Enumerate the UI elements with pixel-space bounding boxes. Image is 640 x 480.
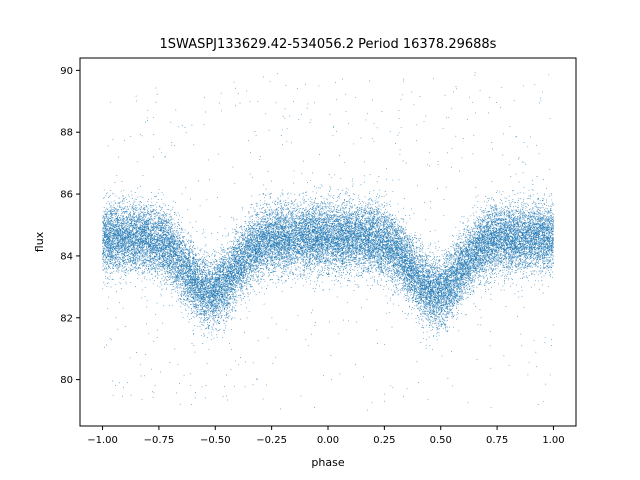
y-tick-label: 90 — [60, 66, 73, 77]
y-tick-label: 86 — [60, 190, 73, 201]
scatter-points-layer — [102, 72, 554, 411]
x-axis-label: phase — [311, 456, 344, 469]
scatter-point-group — [102, 74, 554, 401]
y-tick-label: 82 — [60, 313, 73, 324]
y-axis-ticks: 80 82 84 86 88 90 — [60, 66, 80, 386]
x-tick-label: −0.50 — [200, 435, 231, 446]
y-tick-label: 80 — [60, 375, 73, 386]
y-axis-label: flux — [33, 231, 46, 252]
x-tick-label: 0.50 — [430, 435, 452, 446]
x-tick-label: 1.00 — [542, 435, 564, 446]
x-tick-label: 0.25 — [373, 435, 395, 446]
x-tick-label: −0.25 — [256, 435, 287, 446]
y-tick-label: 84 — [60, 251, 73, 262]
x-tick-label: 0.75 — [486, 435, 508, 446]
x-tick-label: −0.75 — [144, 435, 175, 446]
x-tick-label: −1.00 — [87, 435, 118, 446]
y-tick-label: 88 — [60, 128, 73, 139]
x-axis-ticks: −1.00 −0.75 −0.50 −0.25 0.00 0.25 0.50 0.75 1.00 — [87, 426, 565, 446]
scatter-point-group — [102, 78, 554, 396]
chart-title: 1SWASPJ133629.42-534056.2 Period 16378.2… — [160, 37, 497, 52]
x-tick-label: 0.00 — [317, 435, 339, 446]
